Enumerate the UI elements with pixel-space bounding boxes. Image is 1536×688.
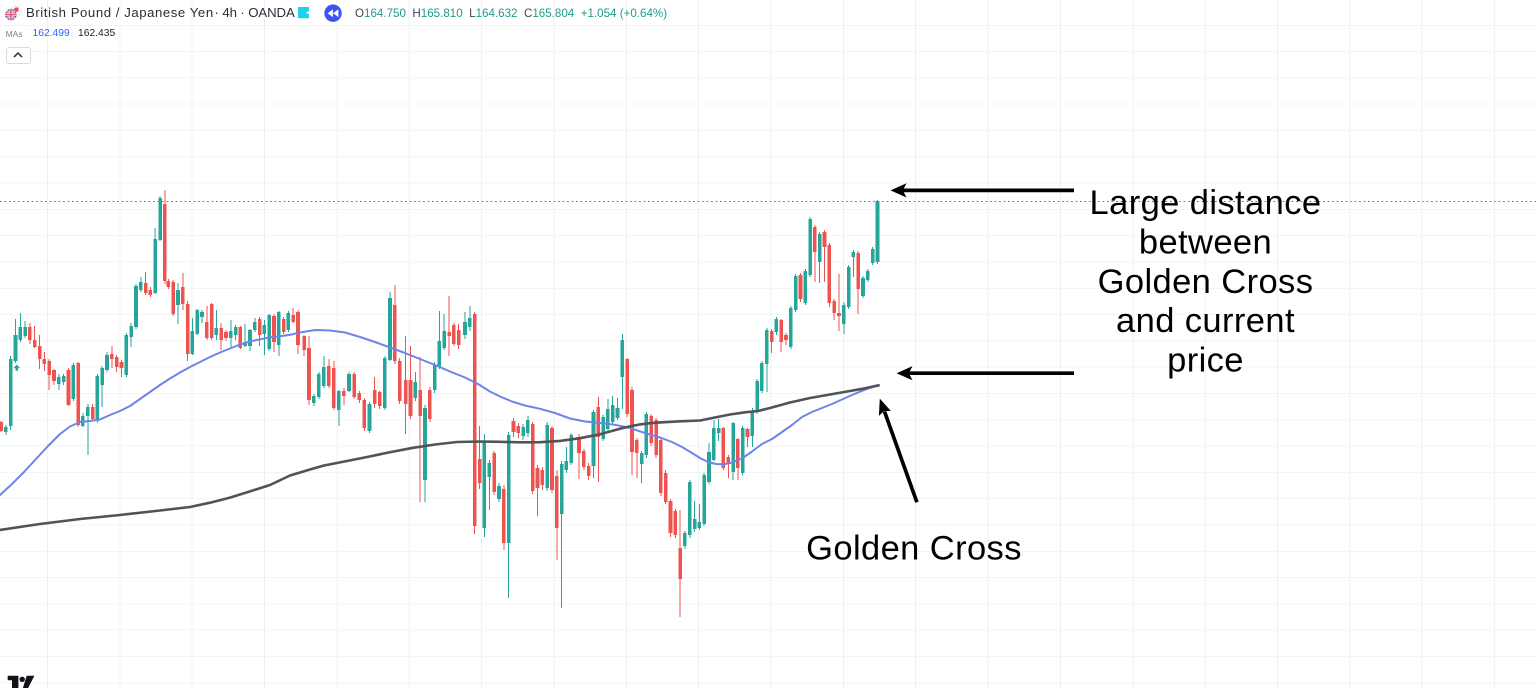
svg-text:and current: and current xyxy=(1116,302,1295,340)
svg-text:Golden Cross: Golden Cross xyxy=(806,530,1022,568)
svg-text:Large distance: Large distance xyxy=(1090,184,1322,222)
svg-text:Golden Cross: Golden Cross xyxy=(1098,263,1314,301)
svg-text:price: price xyxy=(1167,342,1244,380)
svg-text:between: between xyxy=(1139,223,1272,261)
